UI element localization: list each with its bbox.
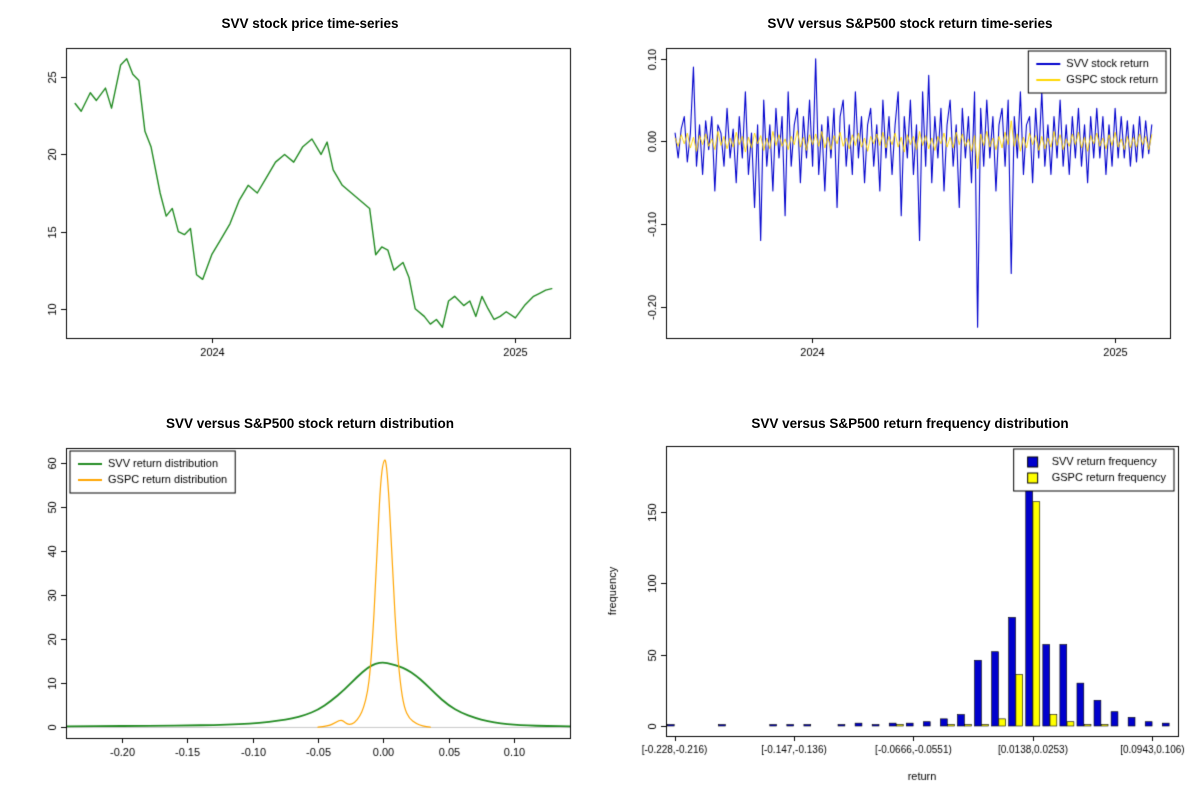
chart-title-distribution: SVV versus S&P500 stock return distribut…: [165, 416, 455, 431]
panel-return-timeseries: SVV versus S&P500 stock return time-seri…: [600, 0, 1200, 400]
price-timeseries-canvas: [0, 34, 600, 400]
panel-price-timeseries: SVV stock price time-series: [0, 0, 600, 400]
return-timeseries-canvas: [600, 34, 1200, 400]
chart-title-frequency: SVV versus S&P500 return frequency distr…: [751, 416, 1069, 431]
return-distribution-canvas: [0, 434, 600, 800]
chart-title-returns: SVV versus S&P500 stock return time-seri…: [767, 16, 1053, 31]
panel-return-frequency: SVV versus S&P500 return frequency distr…: [600, 400, 1200, 800]
return-frequency-canvas: [600, 434, 1200, 800]
chart-title-price: SVV stock price time-series: [221, 16, 399, 31]
panel-return-distribution: SVV versus S&P500 stock return distribut…: [0, 400, 600, 800]
